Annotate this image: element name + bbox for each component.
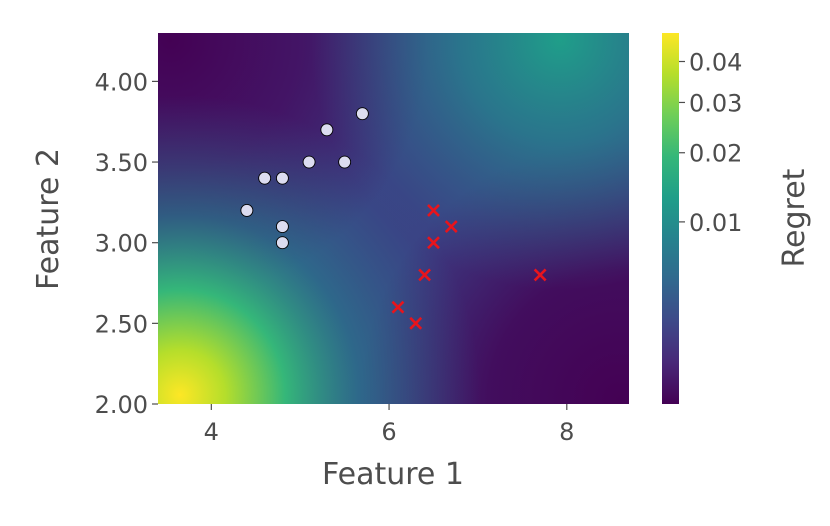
colorbar-label: Regret (777, 168, 812, 267)
colorbar (662, 33, 679, 404)
circle-marker (258, 171, 272, 185)
circle-marker (355, 107, 369, 121)
cross-marker (427, 236, 440, 250)
y-tick-label: 3.50 (95, 149, 148, 177)
cross-marker (533, 268, 547, 282)
x-tick-label: 8 (559, 418, 574, 446)
x-tick-label: 4 (204, 418, 219, 446)
y-tick-label: 2.00 (95, 391, 148, 419)
y-tick-label: 4.00 (95, 68, 148, 96)
circle-marker (302, 155, 316, 169)
colorbar-tick-label: 0.03 (689, 89, 742, 117)
cross-marker (427, 204, 440, 217)
circle-marker (275, 171, 289, 185)
cross-marker (391, 300, 405, 314)
circle-marker (320, 123, 334, 137)
circle-marker (240, 203, 254, 217)
x-tick-label: 6 (381, 418, 396, 446)
colorbar-tick-label: 0.01 (689, 209, 742, 237)
colorbar-tick-label: 0.04 (689, 49, 742, 77)
x-axis-label: Feature 1 (322, 457, 464, 492)
circle-marker (275, 220, 289, 234)
cross-marker (418, 268, 432, 282)
y-tick-label: 3.00 (95, 230, 148, 258)
cross-marker (444, 220, 458, 233)
y-tick-label: 2.50 (95, 310, 148, 338)
circle-marker (338, 155, 352, 169)
heatmap-background (158, 33, 629, 404)
circle-marker (275, 236, 289, 250)
cross-marker (409, 316, 423, 330)
y-axis-label: Feature 2 (31, 148, 66, 290)
colorbar-tick-label: 0.02 (689, 140, 742, 168)
